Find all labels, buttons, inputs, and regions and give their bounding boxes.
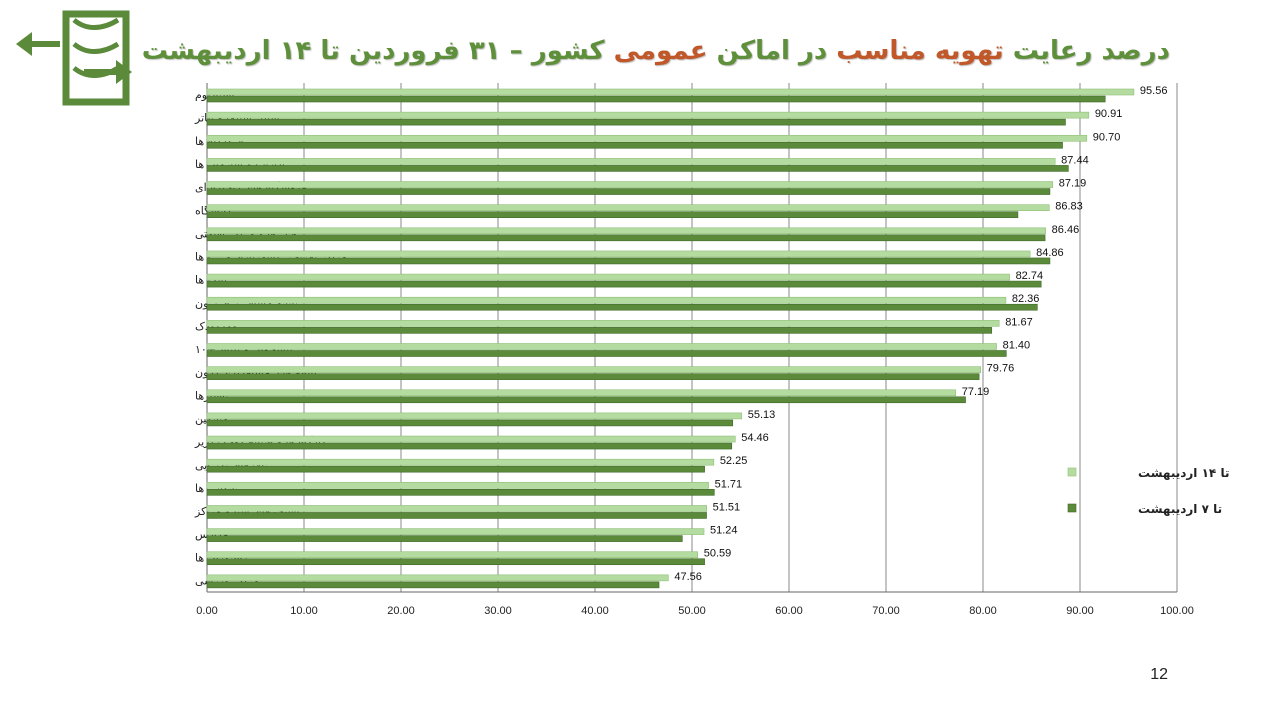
bar-previous [206, 303, 1038, 311]
bar-latest [206, 458, 715, 466]
title-part: کشور – ۳۱ فروردین تا ۱۴ اردیبهشت [141, 36, 614, 66]
bar-previous [206, 165, 1069, 172]
x-tick-label: 30.00 [484, 605, 512, 617]
bar-latest [206, 505, 707, 512]
data-label: 82.74 [1016, 270, 1044, 282]
bar-latest [206, 88, 1135, 96]
bar-previous [206, 141, 1063, 149]
x-tick-label: 70.00 [872, 605, 900, 617]
data-label: 90.91 [1095, 108, 1123, 120]
bar-previous [206, 350, 1007, 357]
bar-latest [206, 296, 1007, 304]
bar-previous [206, 465, 705, 473]
bar-previous [206, 373, 980, 380]
bar-previous [206, 257, 1051, 265]
bar-latest [206, 343, 997, 350]
bar-latest [206, 366, 981, 373]
legend-label: تا ۷ اردیبهشت [1138, 502, 1222, 516]
data-label: 82.36 [1012, 293, 1040, 305]
data-label: 87.44 [1061, 154, 1089, 166]
bar-latest [206, 528, 705, 535]
bar-previous [206, 442, 733, 450]
data-label: 51.51 [713, 501, 741, 513]
page-number: 12 [1150, 666, 1168, 683]
exit-window-arrows-icon [16, 10, 132, 106]
data-label: 52.25 [720, 455, 748, 467]
bar-previous [206, 581, 660, 589]
data-label: 90.70 [1093, 131, 1121, 143]
bar-previous [206, 512, 707, 519]
title-part: درصد رعایت [1003, 36, 1170, 66]
data-label: 51.24 [710, 525, 738, 537]
bar-latest [206, 389, 957, 397]
bar-previous [206, 280, 1042, 288]
data-label: 95.56 [1140, 85, 1168, 97]
legend-label: تا ۱۴ اردیبهشت [1138, 466, 1229, 480]
bar-latest [206, 250, 1031, 258]
bar-latest [206, 111, 1090, 119]
title-part: در اماکن [707, 36, 837, 66]
data-label: 47.56 [674, 571, 702, 583]
bar-previous [206, 95, 1106, 103]
data-label: 55.13 [748, 409, 776, 421]
data-label: 77.19 [962, 386, 990, 398]
bar-latest [206, 435, 736, 443]
x-tick-label: 80.00 [969, 605, 997, 617]
data-label: 86.46 [1052, 224, 1080, 236]
bar-previous [206, 188, 1051, 195]
data-label: 51.71 [715, 478, 743, 490]
bar-latest [206, 204, 1050, 211]
bar-previous [206, 234, 1046, 242]
x-tick-label: 0.00 [196, 605, 217, 617]
legend-swatch [1067, 467, 1077, 477]
bar-previous [206, 211, 1019, 218]
data-label: 81.67 [1005, 316, 1033, 328]
chart-title: درصد رعایت تهویه مناسب در اماکن عمومی کش… [142, 36, 1170, 66]
bar-latest [206, 320, 1000, 327]
data-label: 79.76 [987, 363, 1015, 375]
bar-latest [206, 574, 669, 582]
title-part: عمومی [613, 36, 708, 66]
bar-previous [206, 419, 734, 427]
legend-swatch [1067, 503, 1077, 513]
x-tick-label: 20.00 [387, 605, 415, 617]
bar-previous [206, 327, 993, 334]
x-tick-label: 50.00 [678, 605, 706, 617]
data-label: 86.83 [1055, 201, 1083, 213]
bar-latest [206, 227, 1046, 235]
title-part: تهویه مناسب [836, 36, 1004, 66]
bar-latest [206, 551, 699, 559]
bar-latest [206, 412, 743, 420]
x-tick-label: 90.00 [1066, 605, 1094, 617]
bar-previous [206, 558, 705, 566]
data-label: 54.46 [741, 432, 769, 444]
data-label: 50.59 [704, 548, 732, 560]
data-label: 84.86 [1036, 247, 1064, 259]
bar-latest [206, 482, 709, 489]
bar-latest [206, 134, 1088, 142]
bar-previous [206, 489, 715, 496]
bar-previous [206, 118, 1066, 126]
x-tick-label: 40.00 [581, 605, 609, 617]
data-label: 87.19 [1059, 178, 1087, 190]
bar-previous [206, 535, 683, 542]
x-tick-label: 60.00 [775, 605, 803, 617]
data-label: 81.40 [1003, 340, 1031, 352]
bar-latest [206, 181, 1054, 188]
bar-previous [206, 396, 966, 404]
x-tick-label: 100.00 [1160, 605, 1194, 617]
x-tick-label: 10.00 [290, 605, 318, 617]
bar-latest [206, 273, 1010, 281]
bar-latest [206, 158, 1056, 165]
